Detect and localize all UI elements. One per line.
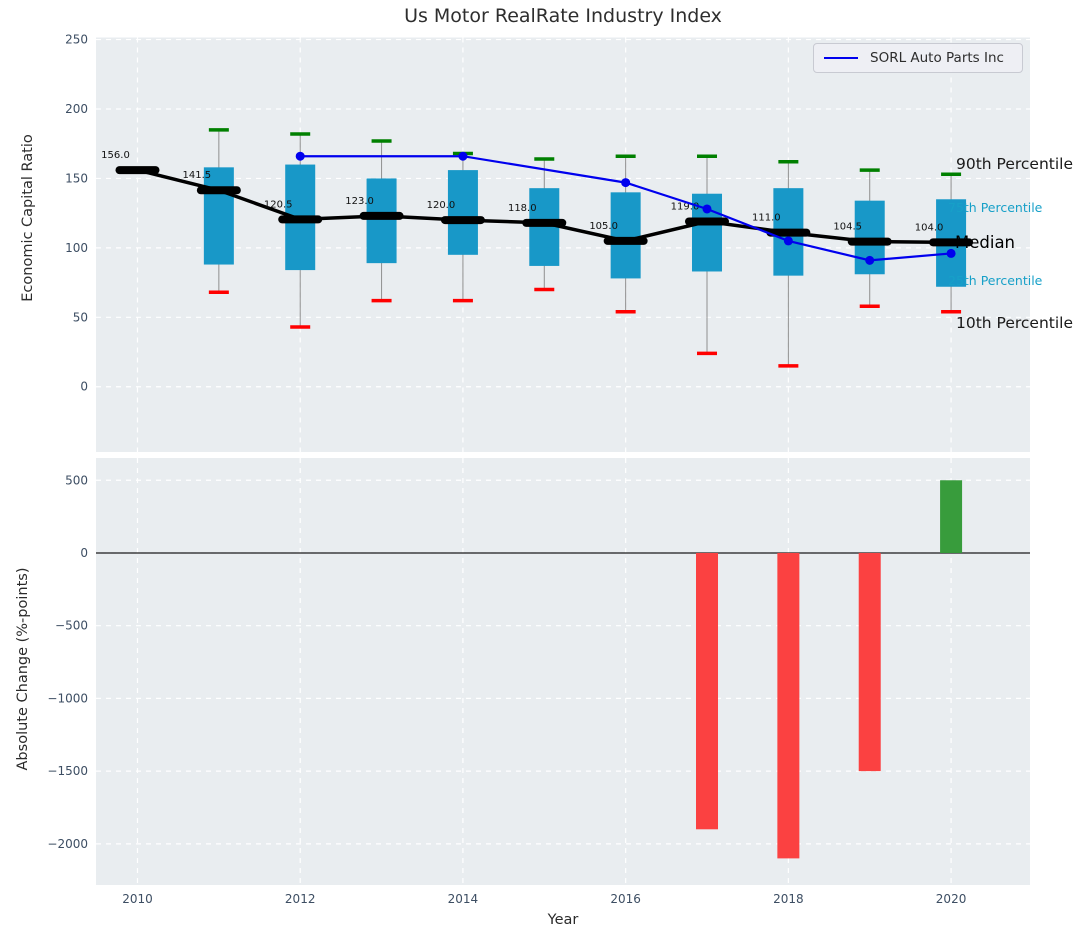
svg-text:118.0: 118.0	[508, 203, 537, 214]
svg-text:2018: 2018	[773, 892, 804, 906]
svg-text:−1000: −1000	[47, 691, 88, 705]
svg-text:104.5: 104.5	[833, 222, 862, 233]
svg-text:120.0: 120.0	[427, 200, 456, 211]
svg-text:2016: 2016	[610, 892, 641, 906]
annotation-75th-percentile: 75th Percentile	[948, 200, 1043, 215]
svg-text:−1500: −1500	[47, 764, 88, 778]
svg-text:123.0: 123.0	[345, 196, 374, 207]
svg-text:156.0: 156.0	[101, 150, 130, 161]
svg-text:−500: −500	[55, 619, 88, 633]
svg-text:2012: 2012	[285, 892, 316, 906]
svg-text:−2000: −2000	[47, 837, 88, 851]
legend: SORL Auto Parts Inc	[813, 43, 1023, 73]
svg-text:250: 250	[65, 33, 88, 47]
svg-text:0: 0	[80, 380, 88, 394]
chart-title: Us Motor RealRate Industry Index	[404, 5, 722, 27]
legend-label: SORL Auto Parts Inc	[870, 50, 1004, 66]
svg-text:0: 0	[80, 546, 88, 560]
svg-text:105.0: 105.0	[589, 221, 618, 232]
svg-text:2020: 2020	[936, 892, 967, 906]
svg-text:111.0: 111.0	[752, 213, 781, 224]
svg-text:104.0: 104.0	[915, 222, 944, 233]
annotation-median: Median	[955, 233, 1016, 252]
svg-text:150: 150	[65, 171, 88, 185]
svg-text:119.0: 119.0	[671, 201, 700, 212]
y-axis-label-bottom: Absolute Change (%-points)	[15, 567, 31, 771]
y-axis-label-top: Economic Capital Ratio	[20, 134, 36, 302]
svg-text:141.5: 141.5	[183, 170, 212, 181]
annotation-25th-percentile: 25th Percentile	[948, 273, 1043, 288]
annotation-10th-percentile: 10th Percentile	[956, 314, 1074, 332]
x-axis-label: Year	[547, 912, 579, 928]
svg-text:100: 100	[65, 241, 88, 255]
svg-text:50: 50	[73, 310, 88, 324]
svg-text:2014: 2014	[448, 892, 479, 906]
svg-text:120.5: 120.5	[264, 199, 293, 210]
annotation-90th-percentile: 90th Percentile	[956, 155, 1074, 173]
legend-line-swatch	[824, 57, 858, 59]
svg-text:500: 500	[65, 473, 88, 487]
svg-text:200: 200	[65, 102, 88, 116]
svg-text:2010: 2010	[122, 892, 153, 906]
